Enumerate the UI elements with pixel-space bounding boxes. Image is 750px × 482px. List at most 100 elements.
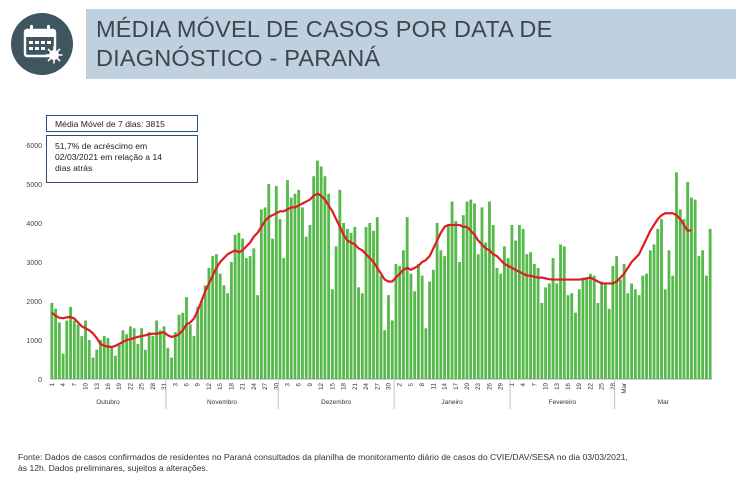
bar <box>633 289 637 379</box>
bar <box>91 357 95 379</box>
x-tick-label: 9 <box>195 382 202 386</box>
bar <box>334 246 338 379</box>
bar <box>95 349 99 379</box>
bar <box>607 308 611 379</box>
bar <box>465 201 469 379</box>
bar <box>76 324 80 379</box>
month-label: Fevereiro <box>549 399 577 406</box>
bar <box>308 224 312 379</box>
footnote-line-2: às 12h. Dados preliminares, sujeitos a a… <box>18 463 209 473</box>
bar <box>319 166 323 379</box>
cases-chart: 0 1000 2000 3000 4000 5000 6000 1 4 7 10 13 16 19 22 25… <box>10 105 725 415</box>
bar <box>244 258 248 379</box>
bar <box>226 293 230 379</box>
bar <box>555 283 559 379</box>
bar <box>293 193 297 379</box>
bar <box>158 330 162 379</box>
increase-line-1: 51,7% de acréscimo em <box>55 141 148 151</box>
bar <box>428 281 432 379</box>
x-tick-label: 7 <box>531 382 538 386</box>
bar <box>140 328 144 379</box>
bar <box>132 328 136 379</box>
bar <box>252 248 256 379</box>
bar <box>394 263 398 379</box>
x-tick-label: 15 <box>329 382 336 389</box>
y-tick-label: 1000 <box>26 338 42 345</box>
bar <box>675 172 678 379</box>
bar <box>439 250 443 379</box>
month-label: Janeiro <box>441 399 463 406</box>
bar <box>458 262 461 379</box>
bar <box>114 355 117 379</box>
x-tick-label: 26 <box>486 382 493 389</box>
bar <box>136 343 140 379</box>
bar <box>630 283 634 379</box>
bar <box>405 217 409 379</box>
bar <box>663 289 667 379</box>
bar <box>233 234 237 379</box>
bar <box>398 265 402 379</box>
page-title: MÉDIA MÓVEL DE CASOS POR DATA DE DIAGNÓS… <box>96 15 726 73</box>
x-tick-label: 16 <box>105 382 112 389</box>
bar <box>80 336 84 379</box>
x-tick-label: 27 <box>374 382 381 389</box>
bar <box>637 295 641 379</box>
y-tick-label: 0 <box>38 377 42 384</box>
bar <box>671 275 675 379</box>
bar <box>87 340 91 379</box>
bar <box>402 250 405 379</box>
bar <box>540 302 544 379</box>
bar <box>413 291 417 379</box>
bar <box>278 219 282 379</box>
bar <box>248 256 252 379</box>
page-title-line-1: MÉDIA MÓVEL DE CASOS POR DATA DE <box>96 16 553 42</box>
bar <box>682 219 686 379</box>
bar <box>360 293 364 379</box>
bar <box>495 267 499 379</box>
bar <box>173 332 177 379</box>
x-tick-label: 28 <box>150 382 157 389</box>
bar <box>525 254 529 379</box>
bar <box>603 283 607 379</box>
bar <box>147 332 151 379</box>
bar <box>297 189 301 379</box>
y-tick-label: 3000 <box>26 260 42 267</box>
x-tick-label: 1 <box>49 382 56 386</box>
bar <box>589 273 592 379</box>
bar <box>660 219 663 379</box>
month-label: Dezembro <box>321 399 351 406</box>
x-tick-label: 20 <box>464 382 471 389</box>
bar <box>267 184 271 379</box>
bar <box>435 223 439 379</box>
x-tick-label: 27 <box>262 382 269 389</box>
bar <box>188 324 192 379</box>
bar <box>237 232 241 379</box>
bar <box>641 275 645 379</box>
x-tick-label: 14 <box>442 382 449 389</box>
moving-average-label: Média Móvel de 7 dias: 3815 <box>55 119 165 129</box>
bar <box>185 297 188 379</box>
bar <box>61 353 65 379</box>
bar <box>559 244 562 379</box>
x-tick-label: 17 <box>453 382 460 389</box>
bar <box>375 217 379 379</box>
bar <box>521 228 525 379</box>
moving-average-line <box>51 192 692 349</box>
x-tick-label: 25 <box>599 382 606 389</box>
x-tick-label: 29 <box>498 382 505 389</box>
x-tick-label: 1 <box>509 382 516 386</box>
x-tick-label: 31 <box>161 382 168 389</box>
bar <box>357 287 360 379</box>
bar <box>162 326 166 379</box>
bar <box>57 322 61 379</box>
bar <box>536 267 540 379</box>
bar <box>69 306 72 379</box>
x-tick-label: 18 <box>341 382 348 389</box>
bar <box>263 207 267 379</box>
bar <box>476 254 480 379</box>
bar <box>704 275 708 379</box>
bar <box>566 295 570 379</box>
bar <box>274 185 278 379</box>
bar <box>65 320 69 379</box>
bar <box>645 273 648 379</box>
